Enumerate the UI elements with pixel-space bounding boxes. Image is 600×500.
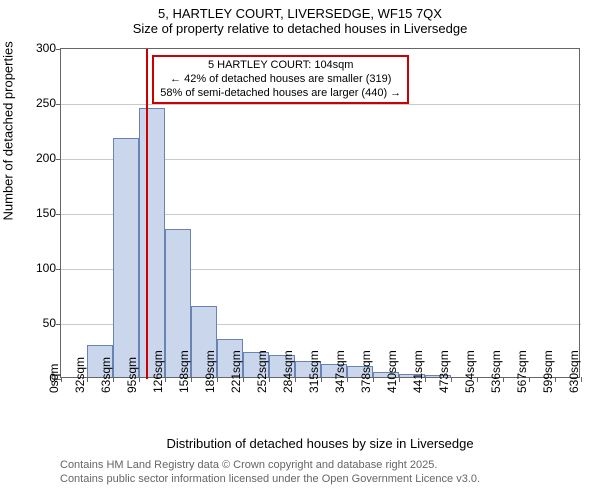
x-tick-mark [529,377,530,382]
y-tick-label: 200 [36,151,56,165]
x-axis-label: Distribution of detached houses by size … [60,436,580,451]
y-tick-mark [56,104,61,105]
title-block: 5, HARTLEY COURT, LIVERSEDGE, WF15 7QX S… [0,0,600,36]
x-tick-mark [113,377,114,382]
histogram-bar [113,138,139,377]
y-tick-mark [56,214,61,215]
x-tick-mark [295,377,296,382]
x-tick-mark [373,377,374,382]
y-tick-mark [56,159,61,160]
attribution-footer: Contains HM Land Registry data © Crown c… [60,458,480,487]
x-tick-mark [269,377,270,382]
y-tick-label: 250 [36,96,56,110]
x-tick-mark [581,377,582,382]
y-tick-mark [56,269,61,270]
x-tick-mark [165,377,166,382]
x-tick-mark [243,377,244,382]
footer-line-1: Contains HM Land Registry data © Crown c… [60,458,480,472]
x-tick-mark [347,377,348,382]
x-tick-mark [477,377,478,382]
x-tick-mark [425,377,426,382]
annotation-box: 5 HARTLEY COURT: 104sqm← 42% of detached… [152,55,409,104]
x-tick-mark [217,377,218,382]
title-line-2: Size of property relative to detached ho… [0,21,600,36]
x-tick-mark [321,377,322,382]
y-tick-label: 100 [36,261,56,275]
x-tick-mark [503,377,504,382]
y-tick-mark [56,324,61,325]
annotation-line1: 5 HARTLEY COURT: 104sqm [160,59,401,73]
x-tick-mark [555,377,556,382]
footer-line-2: Contains public sector information licen… [60,472,480,486]
annotation-line2: ← 42% of detached houses are smaller (31… [160,73,401,87]
marker-line [146,49,148,379]
y-tick-mark [56,49,61,50]
chart-container: 5, HARTLEY COURT, LIVERSEDGE, WF15 7QX S… [0,0,600,500]
y-tick-label: 50 [43,316,56,330]
annotation-line3: 58% of semi-detached houses are larger (… [160,87,401,101]
histogram-bar [139,108,165,378]
title-line-1: 5, HARTLEY COURT, LIVERSEDGE, WF15 7QX [0,6,600,21]
x-tick-mark [87,377,88,382]
x-tick-mark [451,377,452,382]
x-tick-mark [191,377,192,382]
y-tick-label: 300 [36,41,56,55]
x-tick-mark [61,377,62,382]
y-tick-label: 150 [36,206,56,220]
x-tick-mark [139,377,140,382]
plot-area: 5 HARTLEY COURT: 104sqm← 42% of detached… [60,48,580,378]
x-tick-mark [399,377,400,382]
